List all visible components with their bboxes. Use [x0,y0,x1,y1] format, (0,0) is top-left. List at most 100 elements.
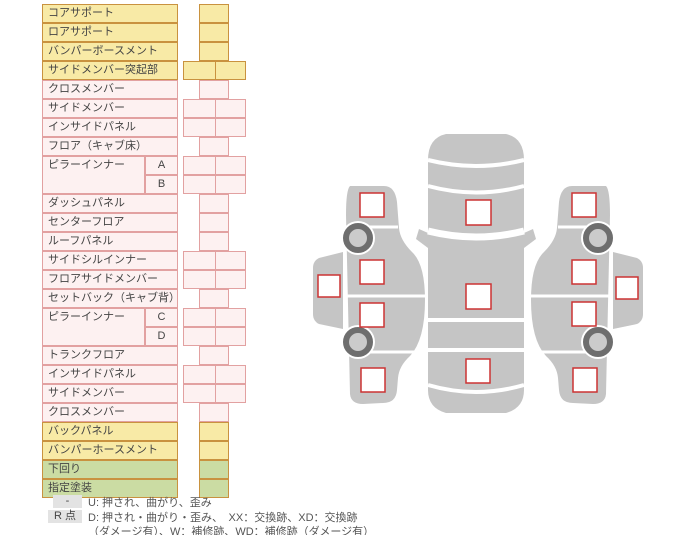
damage-code-cell[interactable] [214,61,246,80]
wheel-icon [343,327,373,357]
damage-code-cell[interactable] [183,365,216,384]
part-label: サイドメンバー [42,384,178,403]
damage-code-cell[interactable] [214,384,246,403]
damage-checkbox-right-sill[interactable] [615,276,639,300]
damage-code-cell[interactable] [199,194,229,213]
wheel-icon [583,223,613,253]
damage-code-cell[interactable] [199,441,229,460]
damage-checkbox-top[interactable] [465,283,492,310]
part-label: ルーフパネル [42,232,178,251]
part-label: フロアサイドメンバー [42,270,178,289]
damage-code-cell[interactable] [214,327,246,346]
part-label: セットバック（キャブ背） [42,289,180,308]
damage-checkbox-left-sill[interactable] [317,274,341,298]
damage-code-cell[interactable] [199,422,229,441]
damage-code-cell[interactable] [183,251,216,270]
damage-checkbox-right-side[interactable] [571,301,597,327]
damage-code-cell[interactable] [214,251,246,270]
legend-badge-r: R 点 [48,510,82,523]
damage-checkbox-right-side[interactable] [571,259,597,285]
damage-checkbox-right-side[interactable] [571,192,597,218]
damage-code-cell[interactable] [183,156,216,175]
part-label: センターフロア [42,213,178,232]
windshield-line [427,227,525,241]
damage-code-cell[interactable] [199,23,229,42]
part-label: ピラーインナー [42,156,145,194]
damage-code-cell[interactable] [199,80,229,99]
car-top-body [428,134,524,413]
damage-code-cell[interactable] [214,175,246,194]
part-label: コアサポート [42,4,178,23]
part-label: ロアサポート [42,23,178,42]
damage-code-cell[interactable] [199,213,229,232]
car-left-side-view [313,186,425,404]
part-label: 指定塗装 [42,479,178,498]
car-diagram [313,134,643,413]
damage-code-cell[interactable] [214,365,246,384]
hood-line [427,184,525,195]
part-label: トランクフロア [42,346,178,365]
damage-code-cell[interactable] [214,118,246,137]
damage-checkbox-top[interactable] [465,358,491,384]
part-sublabel: D [145,327,178,346]
part-label: サイドメンバー [42,99,178,118]
damage-checkbox-right-side[interactable] [572,367,598,393]
legend-text-2: D: 押され・曲がり・歪み、 XX：交換跡、XD：交換跡 [88,512,358,524]
damage-checkpoints [317,192,639,393]
part-label: サイドメンバー突起部 [42,61,178,80]
part-label: サイドシルインナー [42,251,178,270]
rear-window-line [427,383,525,394]
damage-code-cell[interactable] [183,270,216,289]
damage-code-cell[interactable] [214,270,246,289]
damage-checkbox-left-side[interactable] [359,302,385,328]
part-label: インサイドパネル [42,365,178,384]
damage-code-cell[interactable] [183,384,216,403]
legend-text-3: （ダメージ有）、W：補修跡、WD：補修跡（ダメージ有） [88,526,375,535]
damage-code-cell[interactable] [183,61,216,80]
damage-code-cell[interactable] [214,308,246,327]
part-label: バックパネル [42,422,178,441]
damage-checkbox-top[interactable] [465,199,492,226]
part-label: ダッシュパネル [42,194,178,213]
damage-checkbox-left-side[interactable] [359,259,385,285]
damage-code-cell[interactable] [199,479,229,498]
damage-code-cell[interactable] [214,156,246,175]
part-label: クロスメンバー [42,80,178,99]
wheel-icon [343,223,373,253]
damage-checkbox-left-side[interactable] [359,192,385,218]
part-label: ピラーインナー [42,308,145,346]
damage-code-cell[interactable] [199,346,229,365]
damage-code-cell[interactable] [214,99,246,118]
damage-code-cell[interactable] [183,175,216,194]
part-sublabel: A [145,156,178,175]
damage-code-cell[interactable] [199,232,229,251]
wheel-icon [583,327,613,357]
legend-text-1: U: 押され、曲がり、歪み [88,497,212,509]
damage-code-cell[interactable] [183,118,216,137]
damage-code-cell[interactable] [199,289,229,308]
damage-code-cell[interactable] [199,137,229,156]
parts-table: コアサポート ロアサポート バンパーボースメント サイドメンバー突起部 クロスメンバーサ… [42,4,252,500]
left-mirror [416,229,428,248]
part-label: バンパーホースメント [42,441,178,460]
damage-code-cell[interactable] [183,308,216,327]
right-mirror [524,229,536,248]
part-label: バンパーボースメント [42,42,178,61]
damage-code-cell[interactable] [199,42,229,61]
part-sublabel: C [145,308,178,327]
damage-checkbox-left-side[interactable] [360,367,386,393]
hood-line [427,158,525,168]
damage-code-cell[interactable] [199,460,229,479]
legend-badge-u: - [53,495,82,508]
car-top-view [416,134,536,413]
damage-code-cell[interactable] [183,99,216,118]
damage-code-cell[interactable] [199,403,229,422]
damage-code-cell[interactable] [199,4,229,23]
damage-code-cell[interactable] [183,327,216,346]
part-label: クロスメンバー [42,403,178,422]
part-label: 下回り [42,460,178,479]
part-label: フロア（キャブ床） [42,137,178,156]
part-label: インサイドパネル [42,118,178,137]
part-sublabel: B [145,175,178,194]
